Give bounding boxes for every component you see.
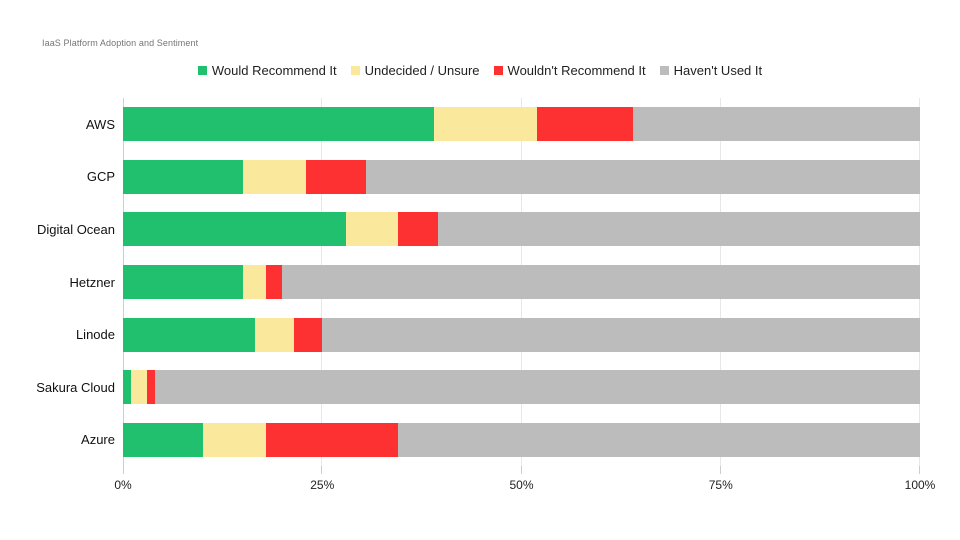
category-label: GCP (86, 169, 115, 185)
bar-segment[interactable] (146, 370, 155, 405)
axis-tick (321, 466, 323, 474)
bar-segment[interactable] (202, 422, 267, 457)
bar-segment[interactable] (537, 107, 634, 142)
bar-segment[interactable] (633, 107, 920, 142)
chart-title: IaaS Platform Adoption and Sentiment (42, 38, 199, 48)
bar-segment[interactable] (322, 317, 920, 352)
bar-segment[interactable] (123, 107, 434, 142)
bar-segment[interactable] (254, 317, 295, 352)
x-axis: 0% 25% 50% 75% 100% (114, 466, 935, 496)
bar-segment[interactable] (154, 370, 920, 405)
bar-segment[interactable] (266, 422, 398, 457)
category-label: Linode (75, 327, 115, 343)
bar-segment[interactable] (123, 317, 255, 352)
axis-tick (123, 466, 124, 474)
axis-tick-label: 100% (904, 478, 936, 492)
stacked-bar (123, 422, 920, 457)
bar-segment[interactable] (123, 370, 131, 405)
bar-segment[interactable] (366, 159, 920, 194)
bar-segment[interactable] (397, 212, 438, 247)
bar-segment[interactable] (242, 159, 307, 194)
legend-item-1[interactable]: Would Recommend It (197, 62, 337, 78)
stacked-bar (123, 317, 920, 352)
bar-row-sakura-cloud (123, 361, 920, 414)
bar-segment[interactable] (397, 422, 920, 457)
axis-tick (719, 466, 721, 474)
axis-tick (919, 466, 920, 474)
legend-item-2[interactable]: Undecided / Unsure (350, 62, 480, 78)
bar-segment[interactable] (433, 107, 538, 142)
bar-segment[interactable] (242, 265, 267, 300)
stacked-bar (123, 212, 920, 247)
legend-item-4[interactable]: Haven't Used It (659, 62, 763, 78)
bar-row-gcp (123, 151, 920, 204)
bar-segment[interactable] (123, 159, 243, 194)
bar-row-digital-ocean (123, 203, 920, 256)
category-label: Hetzner (69, 274, 115, 290)
legend-item-3[interactable]: Wouldn't Recommend It (493, 62, 646, 78)
stacked-bar (123, 370, 920, 405)
bar-row-azure (123, 413, 920, 466)
category-label: Digital Ocean (36, 221, 115, 237)
bar-segment[interactable] (437, 212, 920, 247)
bar-segment[interactable] (282, 265, 920, 300)
axis-tick-label: 0% (114, 478, 132, 492)
legend-swatch-icon (659, 65, 669, 75)
stacked-bar (123, 107, 920, 142)
stacked-bar (123, 159, 920, 194)
bar-row-aws (123, 98, 920, 151)
bar-segment[interactable] (266, 265, 283, 300)
bar-row-hetzner (123, 256, 920, 309)
category-axis-labels: AWS GCP Digital Ocean Hetzner Linode Sakura C… (0, 98, 115, 466)
bar-segment[interactable] (123, 265, 243, 300)
axis-tick (520, 466, 522, 474)
bar-segment[interactable] (294, 317, 323, 352)
bar-segment[interactable] (123, 212, 347, 247)
bar-segment[interactable] (130, 370, 147, 405)
chart-legend: Would Recommend It Undecided / Unsure Woul… (0, 61, 960, 79)
bar-rows-container (123, 98, 920, 466)
legend-label: Undecided / Unsure (364, 62, 480, 78)
legend-swatch-icon (197, 65, 207, 75)
bar-row-linode (123, 308, 920, 361)
bar-segment[interactable] (123, 422, 203, 457)
plot-area (123, 98, 920, 466)
category-label: Azure (81, 432, 115, 448)
stacked-bar (123, 265, 920, 300)
legend-label: Haven't Used It (673, 62, 763, 78)
legend-swatch-icon (493, 65, 503, 75)
axis-tick-label: 75% (708, 478, 733, 492)
category-label: AWS (85, 116, 115, 132)
category-label: Sakura Cloud (36, 379, 115, 395)
legend-swatch-icon (350, 65, 360, 75)
axis-tick-label: 50% (509, 478, 534, 492)
legend-label: Wouldn't Recommend It (507, 62, 646, 78)
bar-segment[interactable] (306, 159, 367, 194)
legend-label: Would Recommend It (211, 62, 337, 78)
bar-segment[interactable] (346, 212, 398, 247)
axis-tick-label: 25% (310, 478, 335, 492)
